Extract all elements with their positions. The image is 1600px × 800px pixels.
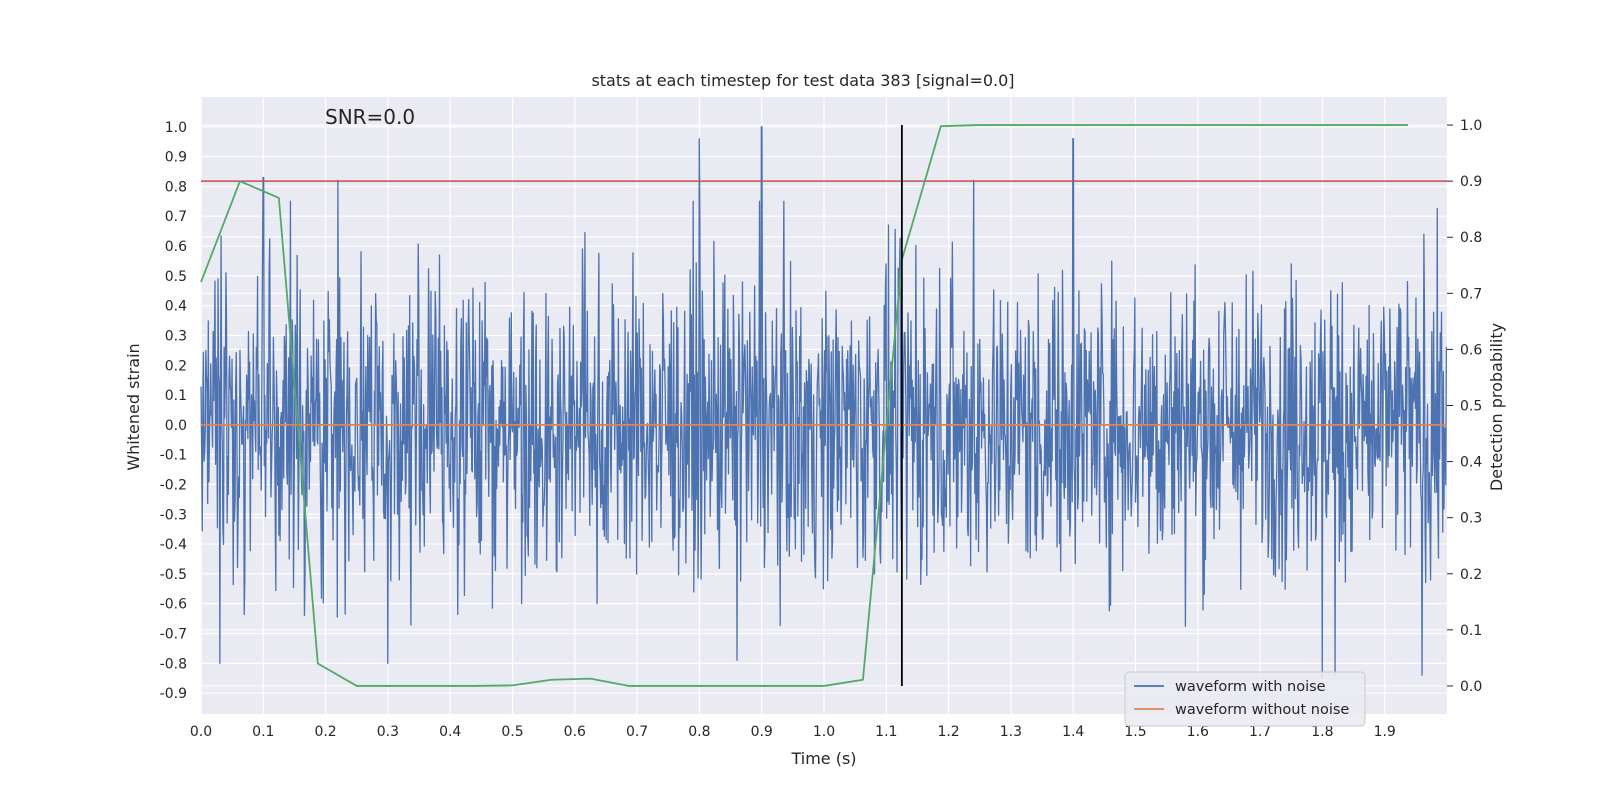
y2-axis-title: Detection probability [1487,323,1506,491]
legend: waveform with noise waveform without noi… [1124,671,1366,727]
y-tick-label: 0.7 [165,209,187,225]
y-tick-label: -0.6 [160,597,187,613]
y2-tick-label: 0.8 [1460,230,1482,246]
x-tick-label: 1.6 [1187,724,1209,740]
x-tick-label: 1.2 [937,724,959,740]
x-tick-label: 0.5 [501,724,523,740]
y2-tick-label: 0.4 [1460,455,1482,471]
y-tick-label: -0.7 [160,627,187,643]
y2-tick-label: 0.6 [1460,342,1482,358]
x-axis-title: Time (s) [790,749,856,768]
x-tick-label: 1.3 [1000,724,1022,740]
y-tick-label: 0.8 [165,179,187,195]
y-axis-title: Whitened strain [124,343,143,470]
y-tick-label: -0.9 [160,686,187,702]
y2-tick-label: 0.9 [1460,174,1482,190]
legend-noise-label: waveform with noise [1175,679,1326,695]
y-tick-label: -0.5 [160,567,187,583]
y-tick-label: -0.3 [160,507,187,523]
x-tick-label: 1.1 [875,724,897,740]
chart-title: stats at each timestep for test data 383… [591,71,1014,90]
y-tick-label: -0.2 [160,477,187,493]
x-tick-label: 1.5 [1124,724,1146,740]
y-axis-ticks: 1.0 0.9 0.8 0.7 0.6 0.5 0.4 0.3 0.2 0.1 0.0 -0.1 -0.… [160,120,187,702]
y-tick-label: 1.0 [165,120,187,136]
y-tick-label: -0.1 [160,448,187,464]
y2-tick-label: 0.7 [1460,286,1482,302]
y-tick-label: 0.1 [165,388,187,404]
y2-tick-label: 0.3 [1460,511,1482,527]
probability-trace [200,124,1409,687]
y-tick-label: 0.9 [165,150,187,166]
y-tick-label: 0.6 [165,239,187,255]
x-axis-ticks: 0.0 0.1 0.2 0.3 0.4 0.5 0.6 0.7 0.8 0.9 1.0 1.1 1.2 1… [190,724,1396,740]
y2-tick-label: 0.1 [1460,623,1482,639]
legend-box [1124,671,1366,727]
x-tick-label: 1.9 [1374,724,1396,740]
x-tick-label: 1.8 [1311,724,1333,740]
legend-clean-label: waveform without noise [1175,702,1349,718]
noise-trace [200,126,1448,679]
y-tick-label: 0.4 [165,299,187,315]
x-tick-label: 0.3 [377,724,399,740]
y-tick-label: -0.8 [160,656,187,672]
y-tick-label: 0.2 [165,358,187,374]
x-tick-label: 1.4 [1062,724,1084,740]
detection-probability-line [200,124,1409,687]
x-tick-label: 0.6 [564,724,586,740]
x-tick-label: 0.8 [688,724,710,740]
y2-tick-label: 0.5 [1460,399,1482,415]
y2-axis-ticks: 1.0 0.9 0.8 0.7 0.6 0.5 0.4 0.3 0.2 0.1 0.0 [1447,118,1482,695]
x-tick-label: 0.9 [751,724,773,740]
y2-tick-label: 0.0 [1460,679,1482,695]
y2-tick-label: 0.2 [1460,567,1482,583]
x-tick-label: 0.0 [190,724,212,740]
x-tick-label: 1.7 [1249,724,1271,740]
y-tick-label: -0.4 [160,537,187,553]
y-tick-label: 0.3 [165,328,187,344]
x-tick-label: 1.0 [813,724,835,740]
snr-annotation: SNR=0.0 [325,105,415,129]
y-tick-label: 0.0 [165,418,187,434]
x-tick-label: 0.4 [439,724,461,740]
waveform-with-noise-line [200,126,1448,679]
y-tick-label: 0.5 [165,269,187,285]
x-tick-label: 0.1 [252,724,274,740]
y2-tick-label: 1.0 [1460,118,1482,134]
x-tick-label: 0.2 [314,724,336,740]
x-tick-label: 0.7 [626,724,648,740]
